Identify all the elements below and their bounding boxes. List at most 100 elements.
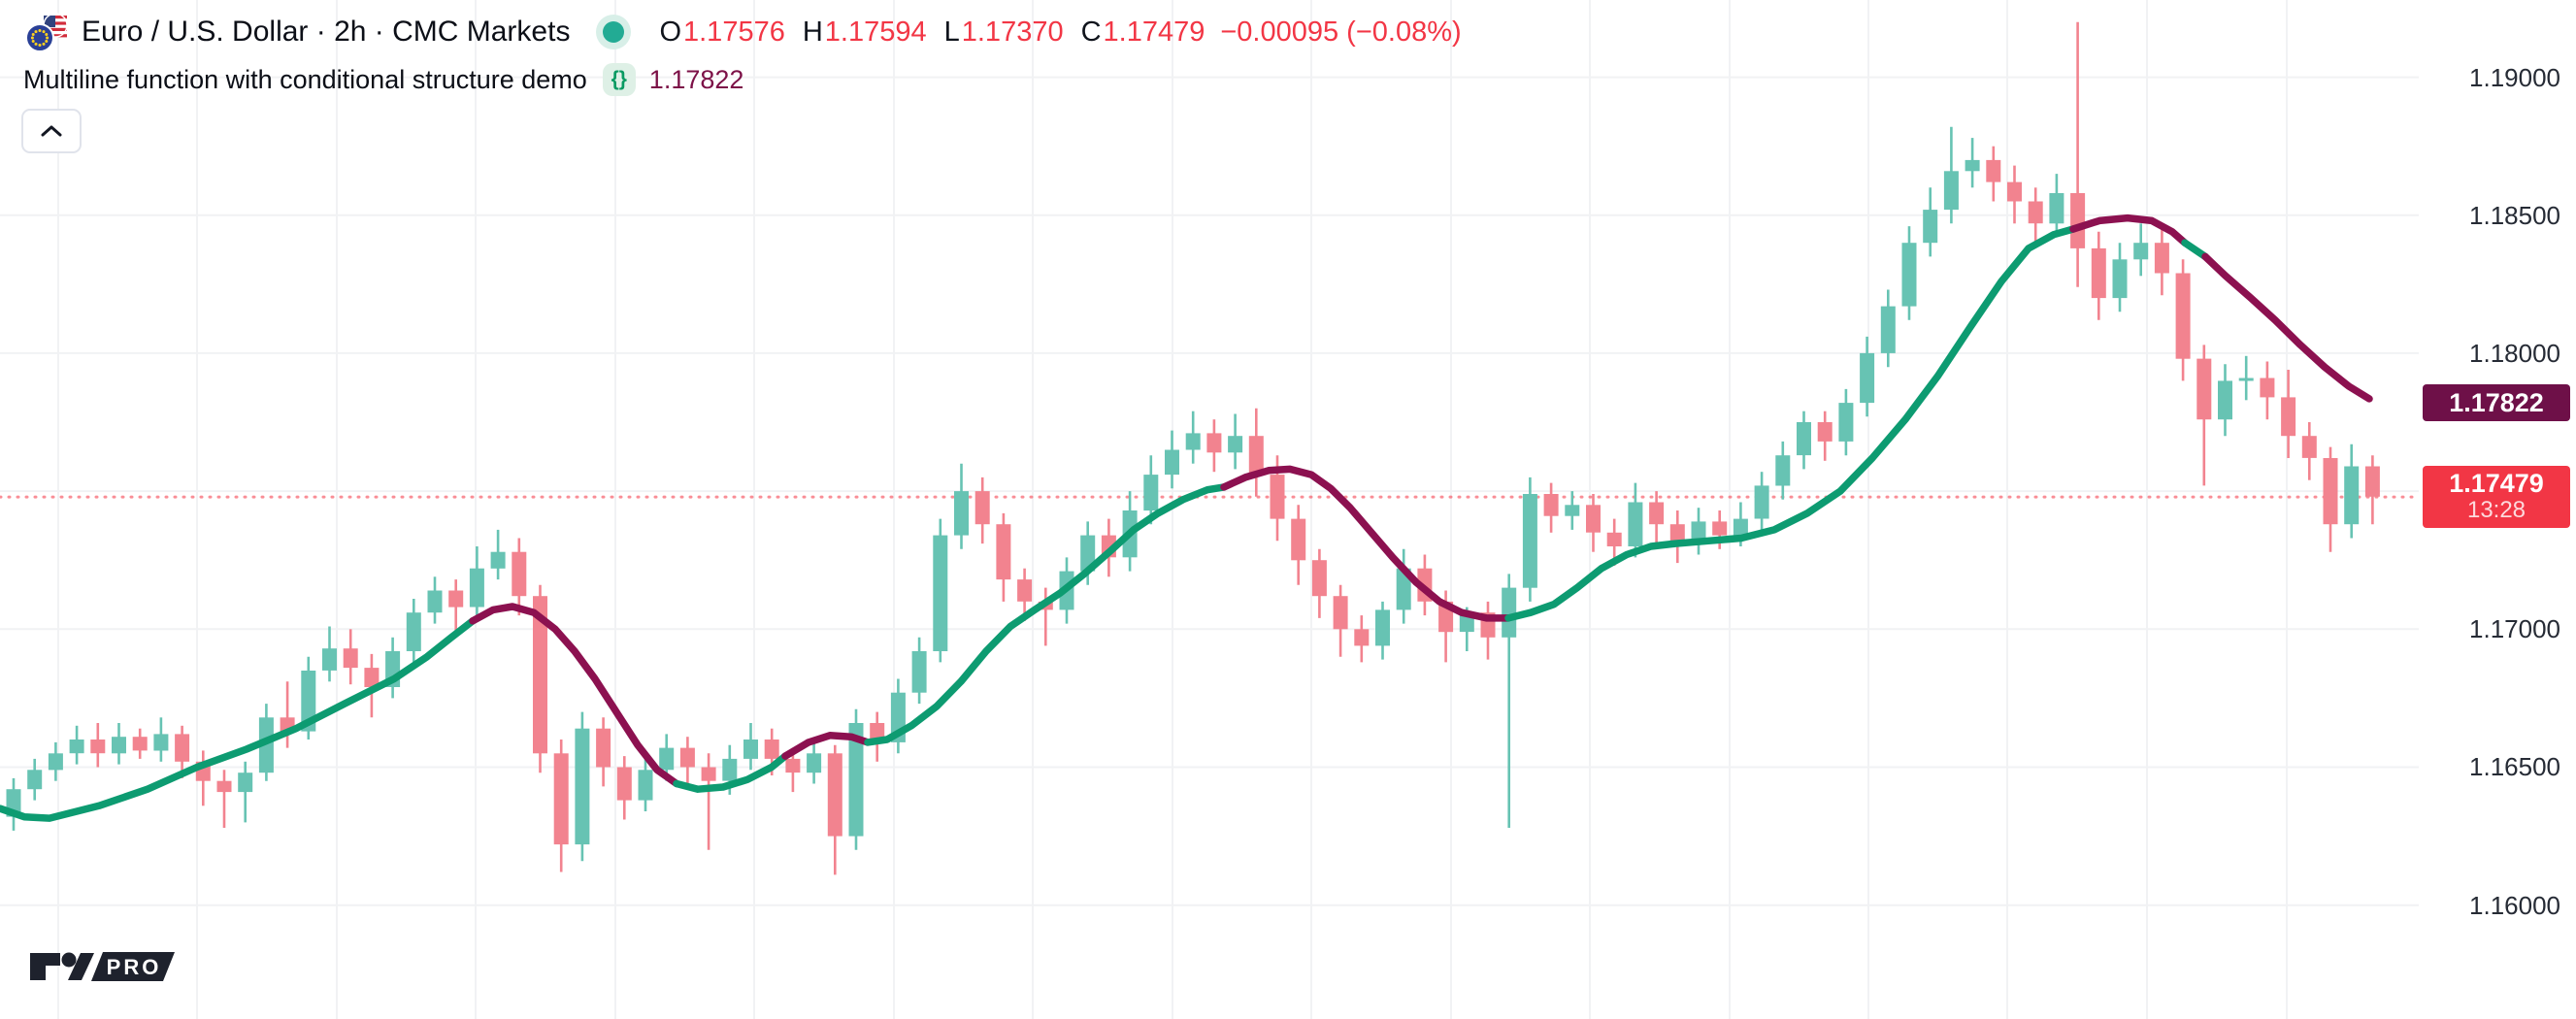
candle [153, 717, 169, 762]
indicator-line-segment [2181, 239, 2209, 261]
curly-braces-icon: {} [602, 63, 636, 96]
collapse-panel-button[interactable] [21, 109, 82, 153]
candle [490, 529, 506, 580]
close-value: 1.17479 [1103, 16, 1205, 48]
candle [2028, 187, 2043, 244]
indicator-line-segment [781, 732, 872, 760]
indicator-line-layer [0, 214, 2373, 822]
candle [1565, 491, 1580, 530]
candle [238, 761, 253, 823]
candle [1017, 568, 1033, 621]
candle [596, 717, 611, 787]
candle [1754, 472, 1769, 530]
indicator-line-segment [2069, 214, 2189, 247]
pro-badge [91, 952, 175, 981]
price-axis-label: 1.18500 [2469, 200, 2560, 230]
indicator-price-badge: 1.17822 [2423, 383, 2570, 421]
ohlc-readout: O 1.17576 H 1.17594 L 1.17370 C 1.17479 … [659, 16, 1461, 49]
candle [2154, 229, 2169, 296]
candle [175, 725, 190, 778]
candle [427, 576, 443, 624]
candle [1628, 482, 1643, 558]
candle [2070, 21, 2086, 287]
candle [679, 737, 695, 784]
candle [69, 725, 84, 765]
candle [1923, 187, 1938, 257]
candle [1480, 601, 1496, 660]
tradingview-pro-logo[interactable]: PRO [25, 944, 181, 989]
candle [1396, 548, 1411, 624]
candle [385, 637, 401, 699]
candle [406, 599, 421, 663]
chevron-up-icon [41, 125, 62, 137]
open-value: 1.17576 [683, 16, 785, 48]
bar-countdown: 13:28 [2466, 497, 2526, 524]
candle [1669, 510, 1685, 564]
open-label: O [659, 16, 681, 48]
candle [1880, 289, 1896, 368]
logo-glyph-1 [30, 953, 60, 980]
candle [469, 546, 484, 618]
candle [1691, 508, 1706, 555]
candle [575, 711, 590, 862]
symbol-title[interactable]: Euro / U.S. Dollar · 2h · CMC Markets [82, 16, 571, 48]
market-status-dot-icon[interactable] [603, 21, 625, 43]
candle [1165, 430, 1179, 489]
candle [322, 626, 337, 682]
candle [933, 518, 948, 663]
candle [743, 723, 758, 771]
candle [2281, 370, 2296, 458]
candle [1586, 494, 1601, 552]
logo-glyph-slash [68, 953, 94, 980]
candle [1502, 574, 1517, 828]
candle [112, 723, 126, 765]
candle [2091, 231, 2106, 320]
candle [2049, 174, 2064, 238]
indicator-legend[interactable]: Multiline function with conditional stru… [23, 60, 743, 99]
candle [1185, 411, 1201, 464]
last-price-badge: 1.17479 13:28 [2423, 466, 2570, 529]
high-value: 1.17594 [824, 16, 927, 48]
candle [1775, 441, 1791, 500]
candle [448, 579, 464, 635]
eurusd-flag-icon [25, 13, 68, 52]
candle [216, 770, 232, 828]
candle [2133, 223, 2149, 277]
indicator-name[interactable]: Multiline function with conditional stru… [23, 64, 587, 94]
candle [1543, 482, 1559, 533]
candle [364, 653, 380, 718]
candle [132, 728, 148, 759]
indicator-line-segment [1504, 225, 2077, 622]
candle [1986, 146, 2001, 202]
candle [701, 753, 716, 850]
candle [1228, 413, 1243, 470]
candle [2238, 355, 2254, 401]
last-price-value: 1.17479 [2449, 469, 2544, 499]
candle [974, 477, 990, 544]
price-axis-label: 1.19000 [2469, 62, 2560, 92]
candle [553, 740, 569, 872]
pro-badge-label: PRO [107, 955, 162, 979]
candle [1375, 601, 1390, 660]
candle [638, 756, 653, 811]
candle [1860, 336, 1875, 417]
candle [2175, 259, 2191, 381]
candle [2218, 364, 2232, 437]
candle [1354, 615, 1370, 663]
candle [2323, 446, 2338, 552]
indicator-line-segment [2201, 252, 2373, 403]
candle [1901, 226, 1917, 320]
symbol-header: Euro / U.S. Dollar · 2h · CMC Markets O … [23, 10, 1462, 54]
candle [911, 637, 927, 705]
candle [343, 629, 358, 685]
indicator-line-segment [864, 483, 1228, 746]
candle [1797, 411, 1811, 470]
candle [48, 741, 63, 781]
candle [2301, 422, 2317, 480]
candle [1248, 408, 1264, 497]
price-axis-label: 1.16000 [2469, 890, 2560, 920]
close-label: C [1080, 16, 1102, 48]
candle [2196, 345, 2212, 486]
